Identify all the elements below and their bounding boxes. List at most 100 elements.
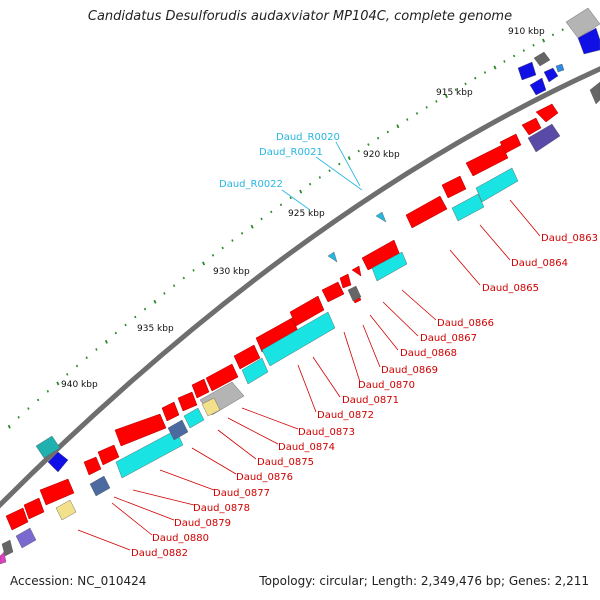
gene-label[interactable]: Daud_0880 xyxy=(152,533,209,544)
cds-feature[interactable] xyxy=(465,144,509,177)
cog-feature-blue[interactable] xyxy=(517,61,537,81)
minor-tick xyxy=(328,169,331,173)
cog-feature-blue[interactable] xyxy=(529,77,547,96)
gene-label[interactable]: Daud_0877 xyxy=(213,488,270,499)
gene-label[interactable]: Daud_0878 xyxy=(193,503,250,514)
cds-feature[interactable] xyxy=(83,456,102,476)
cds-feature[interactable] xyxy=(191,378,210,399)
scale-label-915: 915 kbp xyxy=(436,88,473,98)
gene-label[interactable]: Daud_0874 xyxy=(278,442,335,453)
minor-tick xyxy=(260,217,263,221)
cds-feature[interactable] xyxy=(23,497,45,520)
cds-feature[interactable] xyxy=(351,265,362,277)
gene-label[interactable]: Daud_0873 xyxy=(298,427,355,438)
cds-feature[interactable] xyxy=(339,273,352,289)
gene-leader-line xyxy=(479,224,511,261)
cog-feature-cyan[interactable] xyxy=(241,357,269,385)
minor-tick xyxy=(386,130,389,134)
gene-leader-line xyxy=(382,301,419,337)
cog-feature-blue[interactable] xyxy=(577,27,600,55)
minor-tick xyxy=(376,136,380,140)
minor-tick xyxy=(192,269,195,272)
minor-tick xyxy=(406,118,409,121)
cog-feature-gray[interactable] xyxy=(533,51,551,67)
cds-feature[interactable] xyxy=(321,281,345,303)
cog-feature-magenta[interactable] xyxy=(0,551,7,565)
scale-label-910: 910 kbp xyxy=(508,27,545,37)
cog-feature-yellow[interactable] xyxy=(201,397,221,417)
gene-leader-line xyxy=(509,199,541,237)
cds-feature[interactable] xyxy=(161,401,180,422)
cog-feature-cyan[interactable] xyxy=(451,193,485,222)
cog-feature-cyan[interactable] xyxy=(475,167,519,203)
cds-feature[interactable] xyxy=(97,444,120,466)
gene-label[interactable]: Daud_0869 xyxy=(381,365,438,376)
gene-label[interactable]: Daud_0864 xyxy=(511,258,568,269)
cds-feature[interactable] xyxy=(39,478,75,506)
cog-feature-blue[interactable] xyxy=(47,451,69,473)
minor-tick xyxy=(75,364,79,368)
cds-feature[interactable] xyxy=(177,391,198,412)
gene-label[interactable]: Daud_0882 xyxy=(131,548,188,559)
cds-feature[interactable] xyxy=(114,413,167,447)
cog-feature-cyan[interactable] xyxy=(115,429,184,479)
major-tick xyxy=(202,261,206,266)
gene-label[interactable]: Daud_0868 xyxy=(400,348,457,359)
cds-feature[interactable] xyxy=(405,195,448,229)
minor-tick xyxy=(522,49,525,52)
cds-feature[interactable] xyxy=(205,363,239,392)
cog-feature-gray[interactable] xyxy=(347,285,362,302)
rna-label: Daud_R0022 xyxy=(219,179,283,190)
minor-tick xyxy=(85,356,88,359)
major-tick xyxy=(104,339,108,344)
minor-tick xyxy=(95,348,98,351)
cds-feature[interactable] xyxy=(521,117,542,136)
gene-label[interactable]: Daud_0866 xyxy=(437,318,494,329)
cds-feature[interactable] xyxy=(441,175,467,199)
gene-label[interactable]: Daud_0867 xyxy=(420,333,477,344)
cog-feature-cyan[interactable] xyxy=(327,251,338,263)
cds-feature[interactable] xyxy=(289,295,325,327)
genome-summary-text: Topology: circular; Length: 2,349,476 bp… xyxy=(259,574,589,588)
minor-tick xyxy=(561,28,564,31)
cog-feature-purple[interactable] xyxy=(15,527,37,549)
gene-label[interactable]: Daud_0870 xyxy=(358,380,415,391)
gene-leader-line xyxy=(312,356,341,398)
cog-feature-gray[interactable] xyxy=(565,7,600,39)
cog-feature-cyan[interactable] xyxy=(261,311,336,367)
cds-feature[interactable] xyxy=(5,507,29,531)
gene-label[interactable]: Daud_0875 xyxy=(257,457,314,468)
cds-feature[interactable] xyxy=(233,344,261,370)
cog-feature-slate[interactable] xyxy=(89,475,111,497)
gene-label[interactable]: Daud_0865 xyxy=(482,283,539,294)
cog-feature-cyan[interactable] xyxy=(35,435,61,459)
cog-feature-blue[interactable] xyxy=(555,63,565,73)
gene-leader-line xyxy=(401,289,437,321)
minor-tick xyxy=(464,82,467,86)
cog-feature-gray[interactable] xyxy=(589,81,600,105)
gene-label[interactable]: Daud_0863 xyxy=(541,233,598,244)
major-tick xyxy=(7,424,11,429)
gene-label[interactable]: Daud_0876 xyxy=(236,472,293,483)
cog-feature-purple[interactable] xyxy=(527,123,561,153)
minor-tick xyxy=(36,398,40,402)
cog-feature-slate[interactable] xyxy=(167,419,189,441)
cds-feature[interactable] xyxy=(535,103,559,123)
gene-label[interactable]: Daud_0871 xyxy=(342,395,399,406)
gene-leader-line xyxy=(362,324,381,368)
cog-feature-cyan[interactable] xyxy=(375,211,387,223)
minor-tick xyxy=(163,292,166,295)
scale-label-930: 930 kbp xyxy=(213,267,250,277)
cog-feature-blue[interactable] xyxy=(543,67,559,83)
cog-feature-cyan[interactable] xyxy=(183,407,205,429)
gene-label[interactable]: Daud_0872 xyxy=(317,410,374,421)
gene-label[interactable]: Daud_0879 xyxy=(174,518,231,529)
scale-label-925: 925 kbp xyxy=(288,209,325,219)
cog-feature-cyan[interactable] xyxy=(371,251,408,282)
gene-leader-line xyxy=(227,417,279,445)
rna-label: Daud_R0020 xyxy=(276,132,340,143)
major-tick xyxy=(299,189,303,194)
cog-feature-yellow[interactable] xyxy=(55,499,77,521)
minor-tick xyxy=(240,232,244,235)
minor-tick xyxy=(308,182,312,186)
